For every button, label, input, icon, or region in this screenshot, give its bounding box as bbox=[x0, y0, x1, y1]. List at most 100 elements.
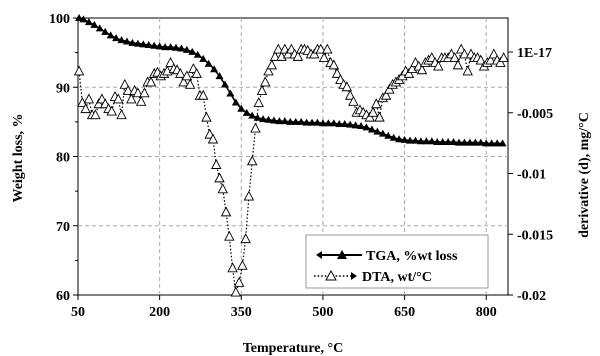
tga-point bbox=[346, 120, 355, 128]
tga-point bbox=[465, 138, 474, 146]
dta-point bbox=[462, 65, 473, 76]
dta-point bbox=[116, 109, 127, 120]
dta-point bbox=[132, 87, 144, 98]
tga-point bbox=[335, 119, 344, 127]
tga-point bbox=[75, 14, 84, 21]
x-tick-label: 500 bbox=[312, 305, 333, 320]
dta-point bbox=[90, 109, 101, 120]
tga-point bbox=[318, 119, 327, 127]
tga-point bbox=[329, 119, 338, 127]
tga-point bbox=[139, 40, 148, 48]
dta-point bbox=[488, 48, 500, 59]
legend-tga-label: TGA, %wt loss bbox=[366, 249, 458, 264]
tga-point bbox=[416, 137, 425, 145]
tga-point bbox=[297, 117, 306, 125]
tga-point bbox=[215, 72, 224, 80]
tga-point bbox=[193, 50, 202, 58]
tga-point bbox=[269, 116, 278, 124]
tga-point bbox=[449, 137, 458, 145]
tga-point bbox=[384, 131, 393, 139]
dta-point bbox=[217, 183, 229, 194]
tga-point bbox=[286, 117, 295, 125]
dta-point bbox=[282, 48, 294, 59]
dta-point bbox=[331, 67, 343, 78]
tga-point bbox=[373, 127, 382, 135]
dta-point bbox=[341, 81, 353, 92]
dta-point bbox=[374, 111, 385, 122]
tga-point bbox=[155, 42, 164, 50]
dta-point bbox=[220, 206, 232, 217]
dta-point bbox=[263, 65, 274, 76]
y-axis-left-title: Weight loss, % bbox=[11, 113, 26, 202]
tga-point bbox=[150, 41, 159, 49]
y-left-tick-label: 90 bbox=[56, 81, 70, 96]
tga-point bbox=[351, 121, 360, 129]
tga-point bbox=[302, 118, 311, 126]
tga-point bbox=[84, 18, 93, 26]
dta-point bbox=[485, 54, 496, 65]
dta-point bbox=[178, 76, 189, 87]
dta-point bbox=[243, 190, 255, 201]
dta-point bbox=[83, 93, 95, 104]
dta-point bbox=[145, 76, 157, 87]
tga-point bbox=[482, 139, 491, 147]
tga-point bbox=[231, 98, 240, 106]
x-tick-label: 800 bbox=[476, 305, 497, 320]
dta-point bbox=[197, 89, 209, 100]
dta-point bbox=[449, 52, 460, 63]
dta-point bbox=[416, 64, 428, 75]
tga-point bbox=[444, 137, 453, 145]
tga-point bbox=[264, 115, 273, 123]
legend-tga-symbol bbox=[316, 250, 362, 259]
tga-point bbox=[378, 129, 387, 137]
tga-point bbox=[248, 111, 257, 119]
tga-point bbox=[427, 137, 436, 145]
y-axis-right-title: derivative (d), mg/°C bbox=[577, 112, 592, 238]
dta-point bbox=[459, 48, 470, 59]
tga-point bbox=[487, 139, 496, 147]
dta-point bbox=[233, 276, 245, 287]
dta-point bbox=[322, 43, 333, 54]
dta-point bbox=[175, 67, 186, 78]
dta-point bbox=[237, 259, 248, 270]
legend-dta-symbol bbox=[314, 269, 357, 281]
dta-point bbox=[328, 59, 340, 70]
tga-point bbox=[117, 36, 126, 44]
dta-point bbox=[266, 59, 278, 70]
tga-point bbox=[161, 43, 170, 51]
dta-point bbox=[126, 93, 137, 104]
dta-point bbox=[495, 56, 506, 67]
dta-point bbox=[380, 89, 392, 100]
dta-point bbox=[308, 48, 320, 59]
tga-point bbox=[493, 139, 502, 147]
dta-point bbox=[256, 84, 268, 95]
x-tick-label: 200 bbox=[149, 305, 170, 320]
x-tick-label: 350 bbox=[231, 305, 252, 320]
dta-point bbox=[315, 43, 327, 54]
dta-point bbox=[475, 54, 487, 65]
tga-point bbox=[210, 65, 219, 73]
tga-point bbox=[395, 135, 404, 143]
tga-point bbox=[112, 34, 121, 42]
dta-point bbox=[211, 159, 222, 169]
tga-point bbox=[433, 137, 442, 145]
tga-point bbox=[188, 47, 197, 55]
tga-point bbox=[411, 136, 420, 144]
tga-point bbox=[460, 138, 469, 146]
legend-dta-label: DTA, wt/°C bbox=[362, 270, 432, 285]
tga-point bbox=[79, 15, 88, 23]
tga-point bbox=[455, 138, 464, 146]
dta-point bbox=[240, 233, 251, 244]
dta-point bbox=[224, 230, 235, 241]
dta-point bbox=[259, 76, 271, 87]
tga-point bbox=[204, 59, 213, 67]
dta-point bbox=[246, 155, 258, 166]
legend: TGA, %wt loss DTA, wt/°C bbox=[305, 234, 489, 289]
y-right-tick-label: -0.01 bbox=[517, 168, 546, 183]
dta-point bbox=[93, 98, 104, 109]
dta-point bbox=[364, 111, 375, 122]
y-right-tick-label: 1E-17 bbox=[517, 46, 552, 61]
dta-point bbox=[498, 52, 509, 63]
tga-point bbox=[133, 39, 142, 47]
